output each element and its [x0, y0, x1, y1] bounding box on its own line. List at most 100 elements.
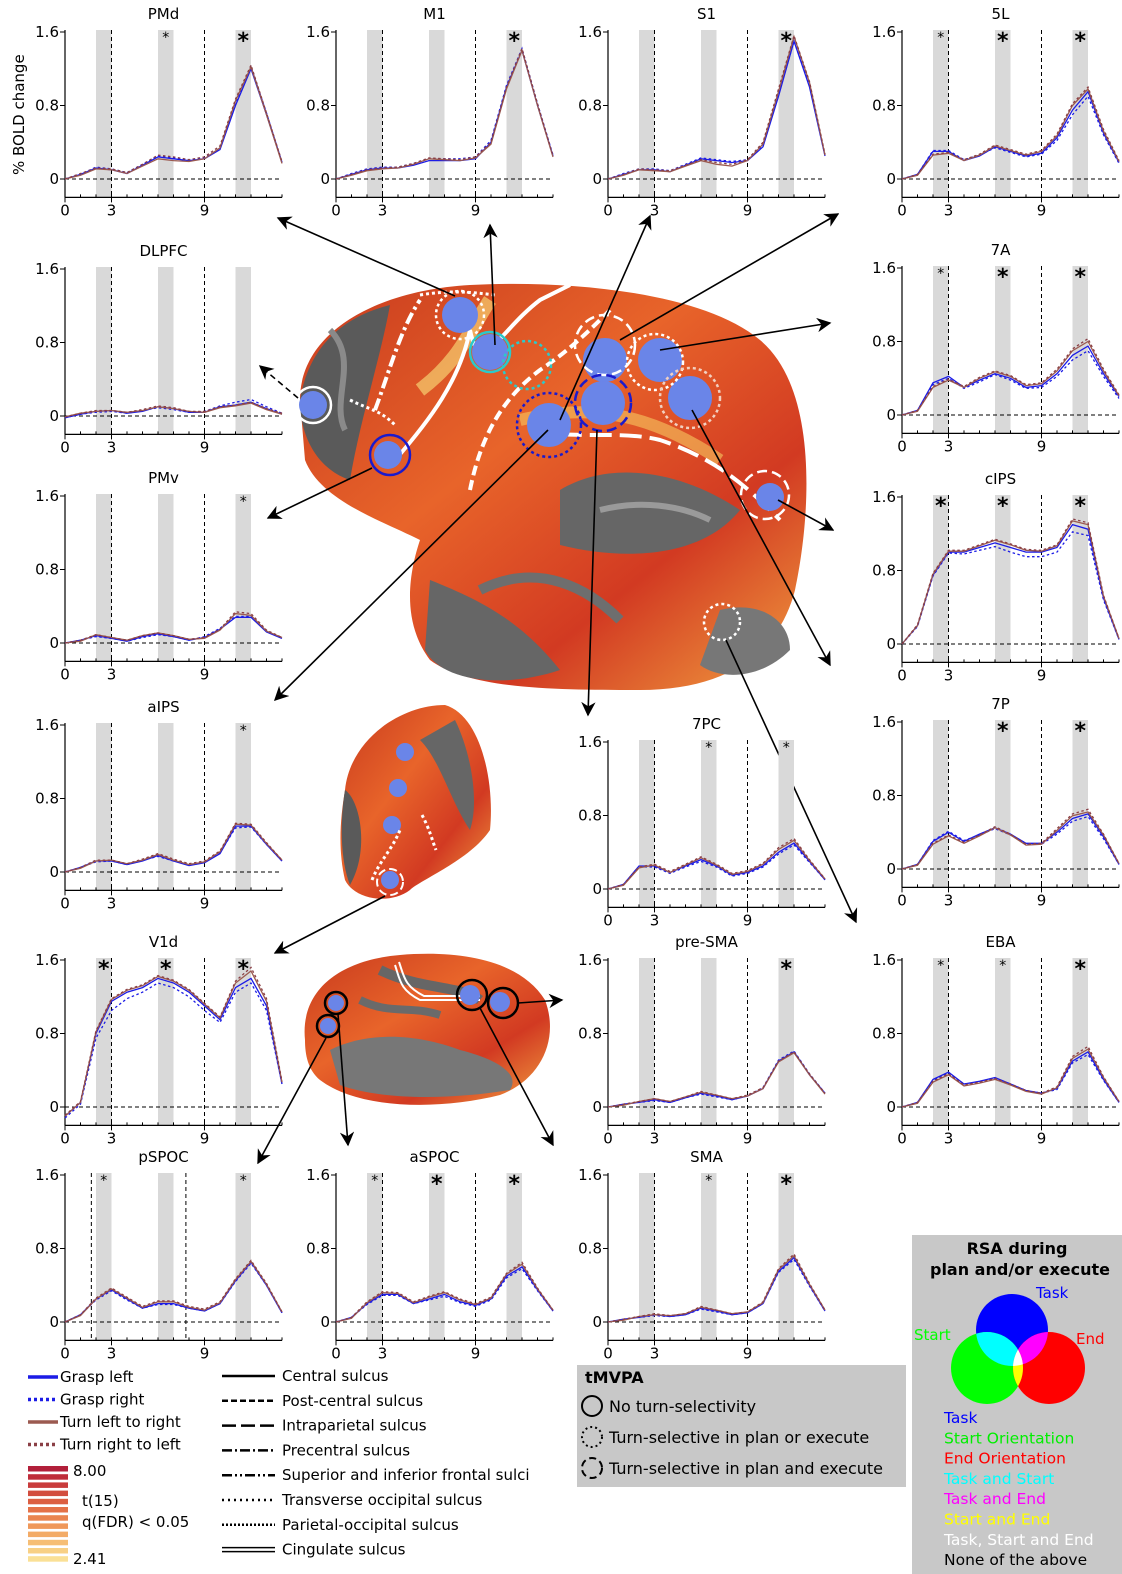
- panel: 00.81.6039***aSPOC: [306, 1148, 553, 1362]
- y-tick-label: 0: [592, 1098, 602, 1116]
- panel: 00.81.6039***5L: [872, 5, 1119, 219]
- x-tick-label: 3: [107, 1344, 117, 1362]
- x-tick-label: 0: [897, 437, 907, 455]
- y-tick-label: 0.8: [35, 790, 59, 808]
- phase-span: [96, 30, 112, 197]
- phase-span: [96, 723, 112, 890]
- x-tick-label: 0: [897, 201, 907, 219]
- phase-span: [236, 267, 252, 434]
- x-tick-label: 3: [650, 201, 660, 219]
- x-tick-label: 3: [107, 201, 117, 219]
- y-tick-label: 0: [49, 1313, 59, 1331]
- significance-star: *: [997, 265, 1009, 290]
- significance-star: *: [508, 29, 520, 54]
- y-tick-label: 0: [49, 170, 59, 188]
- colorbar-max: 8.00: [73, 1462, 106, 1480]
- panel-title: pSPOC: [138, 1148, 188, 1166]
- y-tick-label: 1.6: [872, 713, 896, 731]
- y-tick-label: 1.6: [35, 260, 59, 278]
- phase-span: [933, 720, 949, 887]
- panel: 00.81.6039DLPFC: [35, 242, 282, 456]
- panel: 00.81.6039*S1: [578, 5, 825, 219]
- venn-label: Start: [914, 1326, 951, 1344]
- colorbar-stripe: [28, 1515, 68, 1521]
- panel: 00.81.6039*M1: [306, 5, 553, 219]
- x-tick-label: 9: [1037, 891, 1047, 909]
- panel-title: 7A: [991, 241, 1012, 259]
- x-tick-label: 3: [107, 894, 117, 912]
- x-tick-label: 9: [471, 201, 481, 219]
- rsa-item: None of the above: [944, 1551, 1087, 1569]
- figure-canvas: tMVPA RSA during plan and/or execute 00.…: [0, 0, 1122, 1574]
- phase-span: [236, 30, 252, 197]
- y-tick-label: 0.8: [306, 97, 330, 115]
- brain-lateral: [295, 284, 806, 690]
- y-tick-label: 0: [592, 880, 602, 898]
- colorbar-stripe: [28, 1532, 68, 1538]
- x-tick-label: 3: [944, 201, 954, 219]
- phase-span: [429, 1173, 445, 1340]
- significance-star: *: [100, 1173, 107, 1189]
- y-tick-label: 0: [320, 1313, 330, 1331]
- panel: 00.81.6039**SMA: [578, 1148, 825, 1362]
- phase-span: [779, 30, 795, 197]
- panel: 00.81.6039**PMd% BOLD change: [10, 5, 282, 219]
- phase-span: [933, 30, 949, 197]
- y-tick-label: 0: [49, 634, 59, 652]
- panel: 00.81.6039***EBA: [872, 933, 1119, 1147]
- phase-span: [96, 958, 112, 1125]
- panel-title: aIPS: [147, 698, 179, 716]
- significance-star: *: [237, 29, 249, 54]
- figure: tMVPA RSA during plan and/or execute 00.…: [0, 0, 1122, 1574]
- phase-span: [933, 495, 949, 662]
- significance-star: *: [997, 29, 1009, 54]
- phase-span: [779, 740, 795, 907]
- sulcus-label: Intraparietal sulcus: [282, 1417, 427, 1435]
- phase-span: [158, 723, 174, 890]
- colorbar-stripe: [28, 1491, 68, 1497]
- panel-title: 7P: [991, 695, 1010, 713]
- y-tick-label: 0.8: [872, 787, 896, 805]
- y-tick-label: 0.8: [306, 1240, 330, 1258]
- y-tick-label: 0: [49, 407, 59, 425]
- significance-star: *: [1074, 719, 1086, 744]
- significance-star: *: [935, 494, 947, 519]
- x-tick-label: 9: [1037, 1129, 1047, 1147]
- x-tick-label: 0: [603, 911, 613, 929]
- panel-title: 5L: [992, 5, 1011, 23]
- panel-title: PMv: [148, 469, 179, 487]
- y-tick-label: 1.6: [306, 1166, 330, 1184]
- legend-label: Grasp left: [60, 1368, 134, 1386]
- panel-title: EBA: [985, 933, 1016, 951]
- panel: 00.81.6039**pSPOC: [35, 1148, 282, 1362]
- y-tick-label: 1.6: [306, 23, 330, 41]
- y-tick-label: 1.6: [35, 23, 59, 41]
- colorbar-threshold: q(FDR) < 0.05: [82, 1513, 189, 1531]
- x-tick-label: 0: [897, 891, 907, 909]
- colorbar-stripe: [28, 1499, 68, 1505]
- tmvpa-label: No turn-selectivity: [609, 1397, 756, 1416]
- y-tick-label: 0: [320, 170, 330, 188]
- x-tick-label: 3: [378, 201, 388, 219]
- y-tick-label: 0.8: [35, 1025, 59, 1043]
- sulcus-label: Parietal-occipital sulcus: [282, 1516, 459, 1534]
- colorbar-stripe: [28, 1482, 68, 1488]
- phase-span: [96, 267, 112, 434]
- x-tick-label: 9: [1037, 666, 1047, 684]
- rsa-item: Task and End: [943, 1490, 1046, 1508]
- x-tick-label: 9: [200, 1344, 210, 1362]
- y-tick-label: 0.8: [578, 1025, 602, 1043]
- significance-star: *: [780, 29, 792, 54]
- legend-label: Turn right to left: [59, 1436, 181, 1454]
- panel-title: M1: [423, 5, 446, 23]
- panel: 00.81.6039*pre-SMA: [578, 933, 825, 1147]
- sulcus-label: Precentral sulcus: [282, 1441, 410, 1459]
- phase-span: [995, 495, 1011, 662]
- y-tick-label: 1.6: [35, 487, 59, 505]
- phase-span: [1073, 958, 1089, 1125]
- x-tick-label: 0: [60, 665, 70, 683]
- panel-title: aSPOC: [409, 1148, 459, 1166]
- y-tick-label: 1.6: [35, 1166, 59, 1184]
- rsa-item: Start Orientation: [944, 1429, 1074, 1447]
- phase-span: [429, 30, 445, 197]
